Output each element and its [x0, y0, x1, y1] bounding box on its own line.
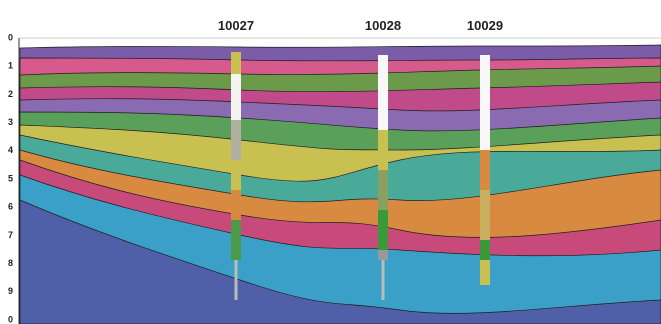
depth-label: 8	[8, 258, 13, 268]
well-segment	[378, 130, 388, 170]
depth-label: 3	[8, 117, 13, 127]
well-segment	[378, 250, 388, 260]
depth-label: 5	[8, 173, 13, 183]
layer	[19, 199, 661, 324]
well-segment	[480, 190, 490, 240]
depth-label: 2	[8, 89, 13, 99]
well-segment	[231, 120, 241, 160]
depth-label: 1	[8, 61, 13, 71]
well-segment	[480, 150, 490, 190]
well-segment	[480, 240, 490, 260]
well-segment	[378, 170, 388, 210]
depth-label: 6	[8, 202, 13, 212]
well-logs	[231, 52, 490, 300]
well-label: 10028	[365, 18, 401, 33]
well-segment	[231, 220, 241, 260]
well-label: 10029	[467, 18, 503, 33]
depth-label: 9	[8, 286, 13, 296]
well-segment	[378, 210, 388, 250]
depth-label: 0	[8, 32, 13, 42]
well-label: 10027	[218, 18, 254, 33]
well-segment	[480, 260, 490, 285]
seismic-section	[19, 44, 661, 324]
well-segment	[231, 160, 241, 190]
well-segment	[231, 52, 241, 74]
depth-label: 0	[8, 314, 13, 324]
depth-label: 7	[8, 230, 13, 240]
depth-label: 4	[8, 145, 13, 155]
well-segment	[231, 190, 241, 220]
